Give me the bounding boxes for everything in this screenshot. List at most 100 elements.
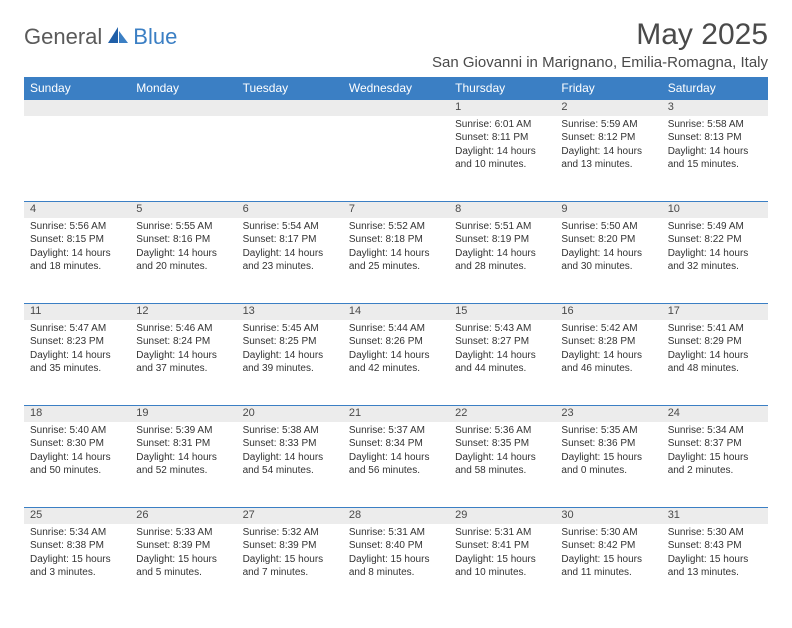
day-number-cell: 11 xyxy=(24,304,130,320)
day-header: Thursday xyxy=(449,77,555,100)
sunrise-text: Sunrise: 5:32 AM xyxy=(243,526,337,540)
day-number-cell: 30 xyxy=(555,508,661,524)
sunset-text: Sunset: 8:13 PM xyxy=(668,131,762,145)
day-number-row: 18192021222324 xyxy=(24,406,768,422)
brand-logo: General Blue xyxy=(24,24,177,50)
sunset-text: Sunset: 8:25 PM xyxy=(243,335,337,349)
day-details-cell: Sunrise: 5:37 AMSunset: 8:34 PMDaylight:… xyxy=(343,422,449,508)
sail-icon xyxy=(106,25,130,50)
day2-text: and 20 minutes. xyxy=(136,260,230,274)
sunset-text: Sunset: 8:37 PM xyxy=(668,437,762,451)
day2-text: and 35 minutes. xyxy=(30,362,124,376)
sunset-text: Sunset: 8:11 PM xyxy=(455,131,549,145)
day-details-cell: Sunrise: 5:59 AMSunset: 8:12 PMDaylight:… xyxy=(555,116,661,202)
brand-blue: Blue xyxy=(133,24,177,50)
sunrise-text: Sunrise: 5:43 AM xyxy=(455,322,549,336)
calendar-page: General Blue May 2025 San Giovanni in Ma… xyxy=(0,0,792,628)
day-details-cell: Sunrise: 5:30 AMSunset: 8:42 PMDaylight:… xyxy=(555,524,661,610)
day1-text: Daylight: 15 hours xyxy=(243,553,337,567)
day2-text: and 25 minutes. xyxy=(349,260,443,274)
day-number-cell: 1 xyxy=(449,100,555,116)
day-details-cell: Sunrise: 5:52 AMSunset: 8:18 PMDaylight:… xyxy=(343,218,449,304)
day2-text: and 50 minutes. xyxy=(30,464,124,478)
day2-text: and 46 minutes. xyxy=(561,362,655,376)
day2-text: and 3 minutes. xyxy=(30,566,124,580)
day2-text: and 42 minutes. xyxy=(349,362,443,376)
day-number-cell: 7 xyxy=(343,202,449,218)
day-header: Monday xyxy=(130,77,236,100)
sunrise-text: Sunrise: 5:34 AM xyxy=(30,526,124,540)
sunrise-text: Sunrise: 5:35 AM xyxy=(561,424,655,438)
day-number-cell: 22 xyxy=(449,406,555,422)
day-number-cell: 17 xyxy=(662,304,768,320)
day-number-row: 45678910 xyxy=(24,202,768,218)
sunrise-text: Sunrise: 5:49 AM xyxy=(668,220,762,234)
day-number-cell: 20 xyxy=(237,406,343,422)
page-header: General Blue May 2025 San Giovanni in Ma… xyxy=(24,18,768,71)
day1-text: Daylight: 14 hours xyxy=(243,451,337,465)
day2-text: and 5 minutes. xyxy=(136,566,230,580)
day2-text: and 15 minutes. xyxy=(668,158,762,172)
day-number-cell: 15 xyxy=(449,304,555,320)
day1-text: Daylight: 14 hours xyxy=(30,451,124,465)
day2-text: and 52 minutes. xyxy=(136,464,230,478)
day2-text: and 32 minutes. xyxy=(668,260,762,274)
day2-text: and 13 minutes. xyxy=(668,566,762,580)
day2-text: and 54 minutes. xyxy=(243,464,337,478)
day1-text: Daylight: 14 hours xyxy=(455,349,549,363)
sunrise-text: Sunrise: 5:44 AM xyxy=(349,322,443,336)
day1-text: Daylight: 14 hours xyxy=(349,349,443,363)
day-details-cell: Sunrise: 5:38 AMSunset: 8:33 PMDaylight:… xyxy=(237,422,343,508)
day1-text: Daylight: 14 hours xyxy=(136,349,230,363)
sunrise-text: Sunrise: 5:36 AM xyxy=(455,424,549,438)
sunrise-text: Sunrise: 5:31 AM xyxy=(455,526,549,540)
day-details-cell xyxy=(24,116,130,202)
day-details-cell: Sunrise: 5:31 AMSunset: 8:40 PMDaylight:… xyxy=(343,524,449,610)
day2-text: and 11 minutes. xyxy=(561,566,655,580)
day1-text: Daylight: 15 hours xyxy=(349,553,443,567)
day-number-cell: 23 xyxy=(555,406,661,422)
day-header: Friday xyxy=(555,77,661,100)
day2-text: and 28 minutes. xyxy=(455,260,549,274)
day-number-cell: 25 xyxy=(24,508,130,524)
sunrise-text: Sunrise: 5:30 AM xyxy=(668,526,762,540)
day-number-cell: 27 xyxy=(237,508,343,524)
sunrise-text: Sunrise: 5:56 AM xyxy=(30,220,124,234)
day1-text: Daylight: 14 hours xyxy=(243,247,337,261)
day-details-row: Sunrise: 5:47 AMSunset: 8:23 PM Daylight:… xyxy=(24,320,768,406)
sunset-text: Sunset: 8:43 PM xyxy=(668,539,762,553)
day2-text: and 37 minutes. xyxy=(136,362,230,376)
day-number-cell: 12 xyxy=(130,304,236,320)
day-number-cell: 18 xyxy=(24,406,130,422)
day-details-cell xyxy=(237,116,343,202)
day-details-cell: Sunrise: 5:41 AMSunset: 8:29 PMDaylight:… xyxy=(662,320,768,406)
day2-text: and 2 minutes. xyxy=(668,464,762,478)
day-details-cell: Sunrise: 5:34 AMSunset: 8:38 PMDaylight:… xyxy=(24,524,130,610)
sunset-text: Sunset: 8:29 PM xyxy=(668,335,762,349)
day-number-cell: 24 xyxy=(662,406,768,422)
title-block: May 2025 San Giovanni in Marignano, Emil… xyxy=(432,18,768,71)
sunset-text: Sunset: 8:23 PM xyxy=(30,335,124,349)
day2-text: and 10 minutes. xyxy=(455,566,549,580)
sunrise-text: Sunrise: 5:47 AM xyxy=(30,322,124,336)
day1-text: Daylight: 14 hours xyxy=(561,349,655,363)
day2-text: and 39 minutes. xyxy=(243,362,337,376)
day1-text: Daylight: 15 hours xyxy=(668,451,762,465)
location-subtitle: San Giovanni in Marignano, Emilia-Romagn… xyxy=(432,54,768,71)
day1-text: Daylight: 14 hours xyxy=(30,247,124,261)
sunset-text: Sunset: 8:19 PM xyxy=(455,233,549,247)
sunset-text: Sunset: 8:30 PM xyxy=(30,437,124,451)
day2-text: and 10 minutes. xyxy=(455,158,549,172)
sunset-text: Sunset: 8:39 PM xyxy=(243,539,337,553)
day2-text: and 8 minutes. xyxy=(349,566,443,580)
sunset-text: Sunset: 8:26 PM xyxy=(349,335,443,349)
sunrise-text: Sunrise: 5:40 AM xyxy=(30,424,124,438)
sunset-text: Sunset: 8:12 PM xyxy=(561,131,655,145)
sunset-text: Sunset: 8:18 PM xyxy=(349,233,443,247)
day1-text: Daylight: 14 hours xyxy=(455,451,549,465)
sunrise-text: Sunrise: 5:52 AM xyxy=(349,220,443,234)
day-details-cell: Sunrise: 5:54 AMSunset: 8:17 PMDaylight:… xyxy=(237,218,343,304)
day-number-cell: 4 xyxy=(24,202,130,218)
sunset-text: Sunset: 8:42 PM xyxy=(561,539,655,553)
day-number-cell: 26 xyxy=(130,508,236,524)
